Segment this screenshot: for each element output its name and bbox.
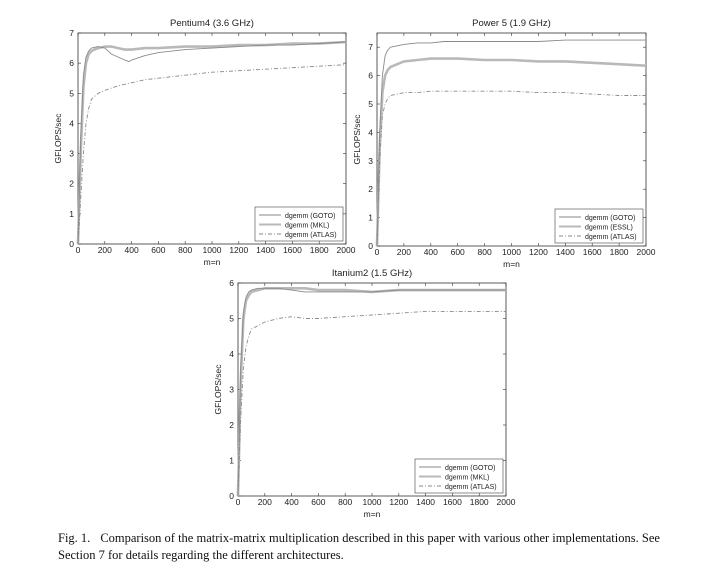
x-tick-label: 800 bbox=[478, 247, 492, 257]
y-tick-label: 5 bbox=[229, 314, 234, 324]
x-axis-label: m=n bbox=[204, 257, 221, 267]
caption-label: Fig. 1. bbox=[58, 531, 91, 545]
x-tick-label: 1600 bbox=[583, 247, 602, 257]
y-tick-label: 0 bbox=[69, 239, 74, 249]
x-tick-label: 1000 bbox=[502, 247, 521, 257]
legend-label: dgemm (GOTO) bbox=[445, 465, 495, 472]
y-tick-label: 4 bbox=[368, 127, 373, 137]
chart-title: Pentium4 (3.6 GHz) bbox=[170, 18, 254, 29]
x-tick-label: 1400 bbox=[556, 247, 575, 257]
y-tick-label: 2 bbox=[368, 184, 373, 194]
figure-caption: Fig. 1. Comparison of the matrix-matrix m… bbox=[58, 530, 668, 564]
y-tick-label: 2 bbox=[229, 420, 234, 430]
series-line-3 bbox=[376, 90, 646, 247]
legend-label: dgemm (ESSL) bbox=[585, 224, 633, 231]
y-tick-label: 0 bbox=[229, 491, 234, 501]
y-tick-label: 6 bbox=[229, 278, 234, 288]
x-tick-label: 1200 bbox=[529, 247, 548, 257]
y-axis-label: GFLOPS/sec bbox=[352, 114, 362, 165]
x-tick-label: 600 bbox=[311, 497, 325, 507]
legend: dgemm (GOTO) dgemm (ESSL) dgemm (ATLAS) bbox=[554, 208, 644, 244]
x-tick-label: 2000 bbox=[497, 497, 516, 507]
x-tick-label: 200 bbox=[397, 247, 411, 257]
y-axis-label: GFLOPS/sec bbox=[53, 113, 63, 164]
x-tick-label: 800 bbox=[338, 497, 352, 507]
series-line-1 bbox=[376, 39, 646, 247]
legend-label: dgemm (MKL) bbox=[285, 222, 329, 229]
y-tick-label: 5 bbox=[368, 99, 373, 109]
y-axis-label: GFLOPS/sec bbox=[213, 364, 223, 415]
chart-panel-3: Itanium2 (1.5 GHz) 0 200 400 600 800 1000 1200 1… bbox=[213, 268, 516, 519]
series-line-2 bbox=[375, 57, 647, 247]
x-tick-label: 200 bbox=[258, 497, 272, 507]
legend-label: dgemm (ATLAS) bbox=[285, 232, 337, 239]
x-tick-label: 1200 bbox=[229, 245, 248, 255]
legend: dgemm (GOTO) dgemm (MKL) dgemm (ATLAS) bbox=[254, 206, 344, 242]
y-tick-label: 4 bbox=[229, 349, 234, 359]
chart-title: Itanium2 (1.5 GHz) bbox=[332, 268, 412, 279]
x-tick-label: 1800 bbox=[470, 497, 489, 507]
series-line-3 bbox=[237, 310, 506, 497]
y-tick-label: 7 bbox=[368, 42, 373, 52]
legend-label: dgemm (MKL) bbox=[445, 474, 489, 481]
series-line-3 bbox=[77, 64, 347, 245]
y-tick-label: 7 bbox=[69, 28, 74, 38]
x-tick-label: 1800 bbox=[610, 247, 629, 257]
x-axis-label: m=n bbox=[503, 259, 520, 269]
x-tick-label: 2000 bbox=[637, 247, 656, 257]
y-tick-label: 4 bbox=[69, 118, 74, 128]
y-tick-label: 1 bbox=[368, 213, 373, 223]
x-tick-label: 1200 bbox=[389, 497, 408, 507]
y-tick-label: 1 bbox=[69, 209, 74, 219]
x-axis-label: m=n bbox=[364, 509, 381, 519]
x-tick-label: 2000 bbox=[337, 245, 356, 255]
chart-title: Power 5 (1.9 GHz) bbox=[472, 18, 551, 29]
x-tick-label: 400 bbox=[424, 247, 438, 257]
chart-panel-1: Pentium4 (3.6 GHz) 0 200 400 600 800 1000 1200 1… bbox=[53, 18, 356, 267]
legend: dgemm (GOTO) dgemm (MKL) dgemm (ATLAS) bbox=[414, 458, 504, 494]
series-line-1 bbox=[237, 287, 506, 497]
legend-label: dgemm (GOTO) bbox=[285, 213, 335, 220]
series-line-2 bbox=[76, 40, 347, 245]
figure-panels: Pentium4 (3.6 GHz)0 200 400 600 800 1000 1200 1… bbox=[53, 18, 656, 519]
y-tick-label: 0 bbox=[368, 241, 373, 251]
x-tick-label: 800 bbox=[178, 245, 192, 255]
y-tick-label: 3 bbox=[229, 385, 234, 395]
series-line-1 bbox=[77, 41, 347, 245]
x-tick-label: 0 bbox=[236, 497, 241, 507]
x-tick-label: 0 bbox=[76, 245, 81, 255]
x-tick-label: 1400 bbox=[256, 245, 275, 255]
x-tick-label: 400 bbox=[125, 245, 139, 255]
legend-label: dgemm (ATLAS) bbox=[585, 234, 637, 241]
x-tick-label: 1400 bbox=[416, 497, 435, 507]
caption-text: Comparison of the matrix-matrix multipli… bbox=[58, 531, 660, 562]
x-tick-label: 600 bbox=[451, 247, 465, 257]
y-tick-label: 1 bbox=[229, 456, 234, 466]
x-tick-label: 1800 bbox=[310, 245, 329, 255]
legend-label: dgemm (GOTO) bbox=[585, 215, 635, 222]
x-tick-label: 1000 bbox=[363, 497, 382, 507]
x-tick-label: 600 bbox=[151, 245, 165, 255]
x-tick-label: 400 bbox=[285, 497, 299, 507]
x-tick-label: 1000 bbox=[203, 245, 222, 255]
x-tick-label: 200 bbox=[98, 245, 112, 255]
chart-panel-2: Power 5 (1.9 GHz)0 200 400 600 800 1000 1200 14… bbox=[352, 18, 656, 269]
y-tick-label: 2 bbox=[69, 179, 74, 189]
x-tick-label: 1600 bbox=[443, 497, 462, 507]
x-tick-label: 1600 bbox=[283, 245, 302, 255]
y-tick-label: 5 bbox=[69, 88, 74, 98]
y-tick-label: 3 bbox=[69, 149, 74, 159]
y-tick-label: 6 bbox=[69, 58, 74, 68]
legend-label: dgemm (ATLAS) bbox=[445, 484, 497, 491]
y-tick-label: 3 bbox=[368, 156, 373, 166]
x-tick-label: 0 bbox=[375, 247, 380, 257]
y-tick-label: 6 bbox=[368, 71, 373, 81]
